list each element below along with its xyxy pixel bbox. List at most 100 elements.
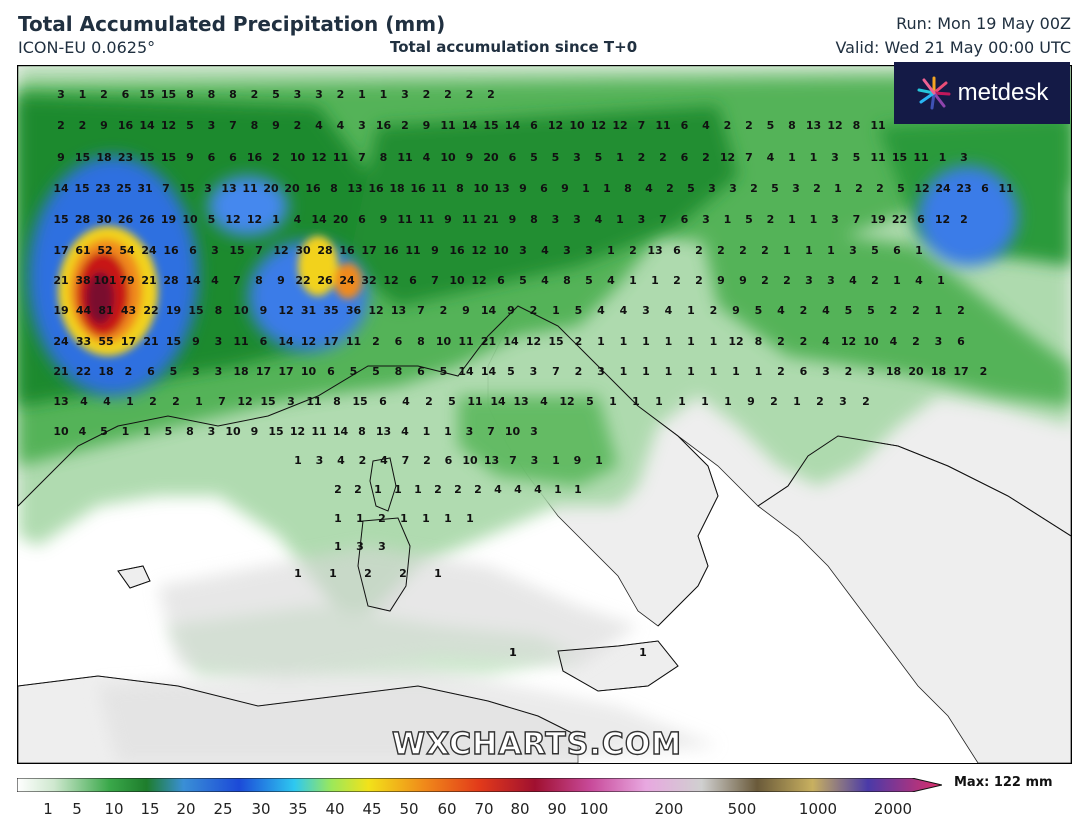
station-value: 14: [53, 182, 69, 195]
station-value: 3: [935, 335, 943, 348]
station-value: 5: [771, 182, 779, 195]
station-value: 2: [466, 88, 474, 101]
station-value: 5: [530, 151, 538, 164]
station-value: 21: [483, 213, 498, 226]
station-value: 7: [509, 454, 517, 467]
station-value: 1: [732, 365, 740, 378]
station-value: 4: [849, 274, 857, 287]
colorbar-tick: 25: [213, 800, 233, 818]
station-value: 4: [822, 304, 830, 317]
station-value: 1: [552, 304, 560, 317]
station-value: 3: [708, 182, 716, 195]
station-value: 9: [739, 274, 747, 287]
station-value: 2: [100, 88, 108, 101]
station-value: 19: [161, 213, 176, 226]
station-value: 2: [695, 274, 703, 287]
colorbar-tick: 200: [654, 800, 684, 818]
station-value: 1: [678, 395, 686, 408]
station-value: 9: [732, 304, 740, 317]
station-value: 1: [937, 274, 945, 287]
station-value: 19: [166, 304, 181, 317]
colorbar-tick: 1: [43, 800, 53, 818]
precipitation-map[interactable]: 3 1 2 6 15 15 8 8 8 2 5 3 3 2 1 1 3 2 2 2 2 2 2 9 16 14 12 5 3 7 8 9 2 4 4…: [17, 65, 1072, 764]
station-value: 2: [354, 483, 362, 496]
station-value: 6: [681, 213, 689, 226]
station-value: 3: [638, 213, 646, 226]
station-value: 2: [717, 244, 725, 257]
station-value: 13: [806, 119, 821, 132]
station-value: 1: [834, 182, 842, 195]
station-value: 4: [702, 119, 710, 132]
station-value: 1: [574, 483, 582, 496]
station-value: 7: [853, 213, 861, 226]
station-value: 26: [139, 213, 155, 226]
station-value: 5: [507, 365, 515, 378]
station-value: 11: [655, 119, 670, 132]
station-value: 30: [96, 213, 112, 226]
station-value: 6: [981, 182, 989, 195]
station-value: 1: [793, 395, 801, 408]
station-value: 1: [358, 88, 366, 101]
station-value: 11: [397, 213, 412, 226]
station-value: 5: [186, 119, 194, 132]
station-value: 2: [423, 88, 431, 101]
station-value: 1: [329, 567, 337, 580]
station-value: 23: [118, 151, 133, 164]
station-value: 8: [530, 213, 538, 226]
station-value: 28: [75, 213, 90, 226]
colorbar-tick: 35: [288, 800, 308, 818]
station-value: 1: [616, 213, 624, 226]
station-value: 2: [912, 335, 920, 348]
station-value: 6: [800, 365, 808, 378]
station-value: 7: [431, 274, 439, 287]
station-value: 4: [514, 483, 522, 496]
station-value: 1: [783, 244, 791, 257]
station-value: 7: [638, 119, 646, 132]
station-value: 55: [98, 335, 113, 348]
station-value: 1: [444, 512, 452, 525]
station-value: 2: [960, 213, 968, 226]
station-value: 16: [339, 244, 355, 257]
station-value: 15: [229, 244, 244, 257]
station-value: 15: [74, 182, 89, 195]
station-value: 5: [595, 151, 603, 164]
station-value: 12: [237, 395, 252, 408]
metdesk-logo: metdesk: [894, 62, 1070, 124]
station-value: 3: [531, 454, 539, 467]
station-value: 9: [260, 304, 268, 317]
station-value: 2: [666, 182, 674, 195]
station-value: 3: [356, 540, 364, 553]
station-value: 1: [710, 335, 718, 348]
station-value: 10: [182, 213, 198, 226]
station-value: 3: [729, 182, 737, 195]
chart-title: Total Accumulated Precipitation (mm): [18, 12, 446, 36]
station-value: 33: [76, 335, 91, 348]
station-value: 17: [53, 244, 68, 257]
station-value: 11: [870, 151, 885, 164]
station-value: 11: [242, 182, 257, 195]
station-value: 11: [998, 182, 1013, 195]
station-value: 8: [251, 119, 259, 132]
station-value: 5: [575, 304, 583, 317]
station-value: 12: [559, 395, 574, 408]
station-value: 5: [867, 304, 875, 317]
station-value: 8: [186, 425, 194, 438]
station-value: 12: [383, 274, 398, 287]
colorbar-tick: 2000: [873, 800, 913, 818]
station-value: 12: [526, 335, 541, 348]
station-value: 1: [597, 335, 605, 348]
station-value: 15: [179, 182, 194, 195]
station-value: 5: [170, 365, 178, 378]
station-value: 2: [454, 483, 462, 496]
station-value: 1: [665, 335, 673, 348]
station-value: 12: [247, 213, 262, 226]
station-value: 1: [620, 365, 628, 378]
station-value: 11: [419, 213, 434, 226]
colorbar-tick: 15: [140, 800, 160, 818]
station-value: 6: [530, 119, 538, 132]
station-value: 1: [805, 244, 813, 257]
station-value: 5: [585, 274, 593, 287]
station-value: 7: [233, 274, 241, 287]
station-value: 35: [323, 304, 338, 317]
cloud-south-streak: [98, 666, 718, 763]
